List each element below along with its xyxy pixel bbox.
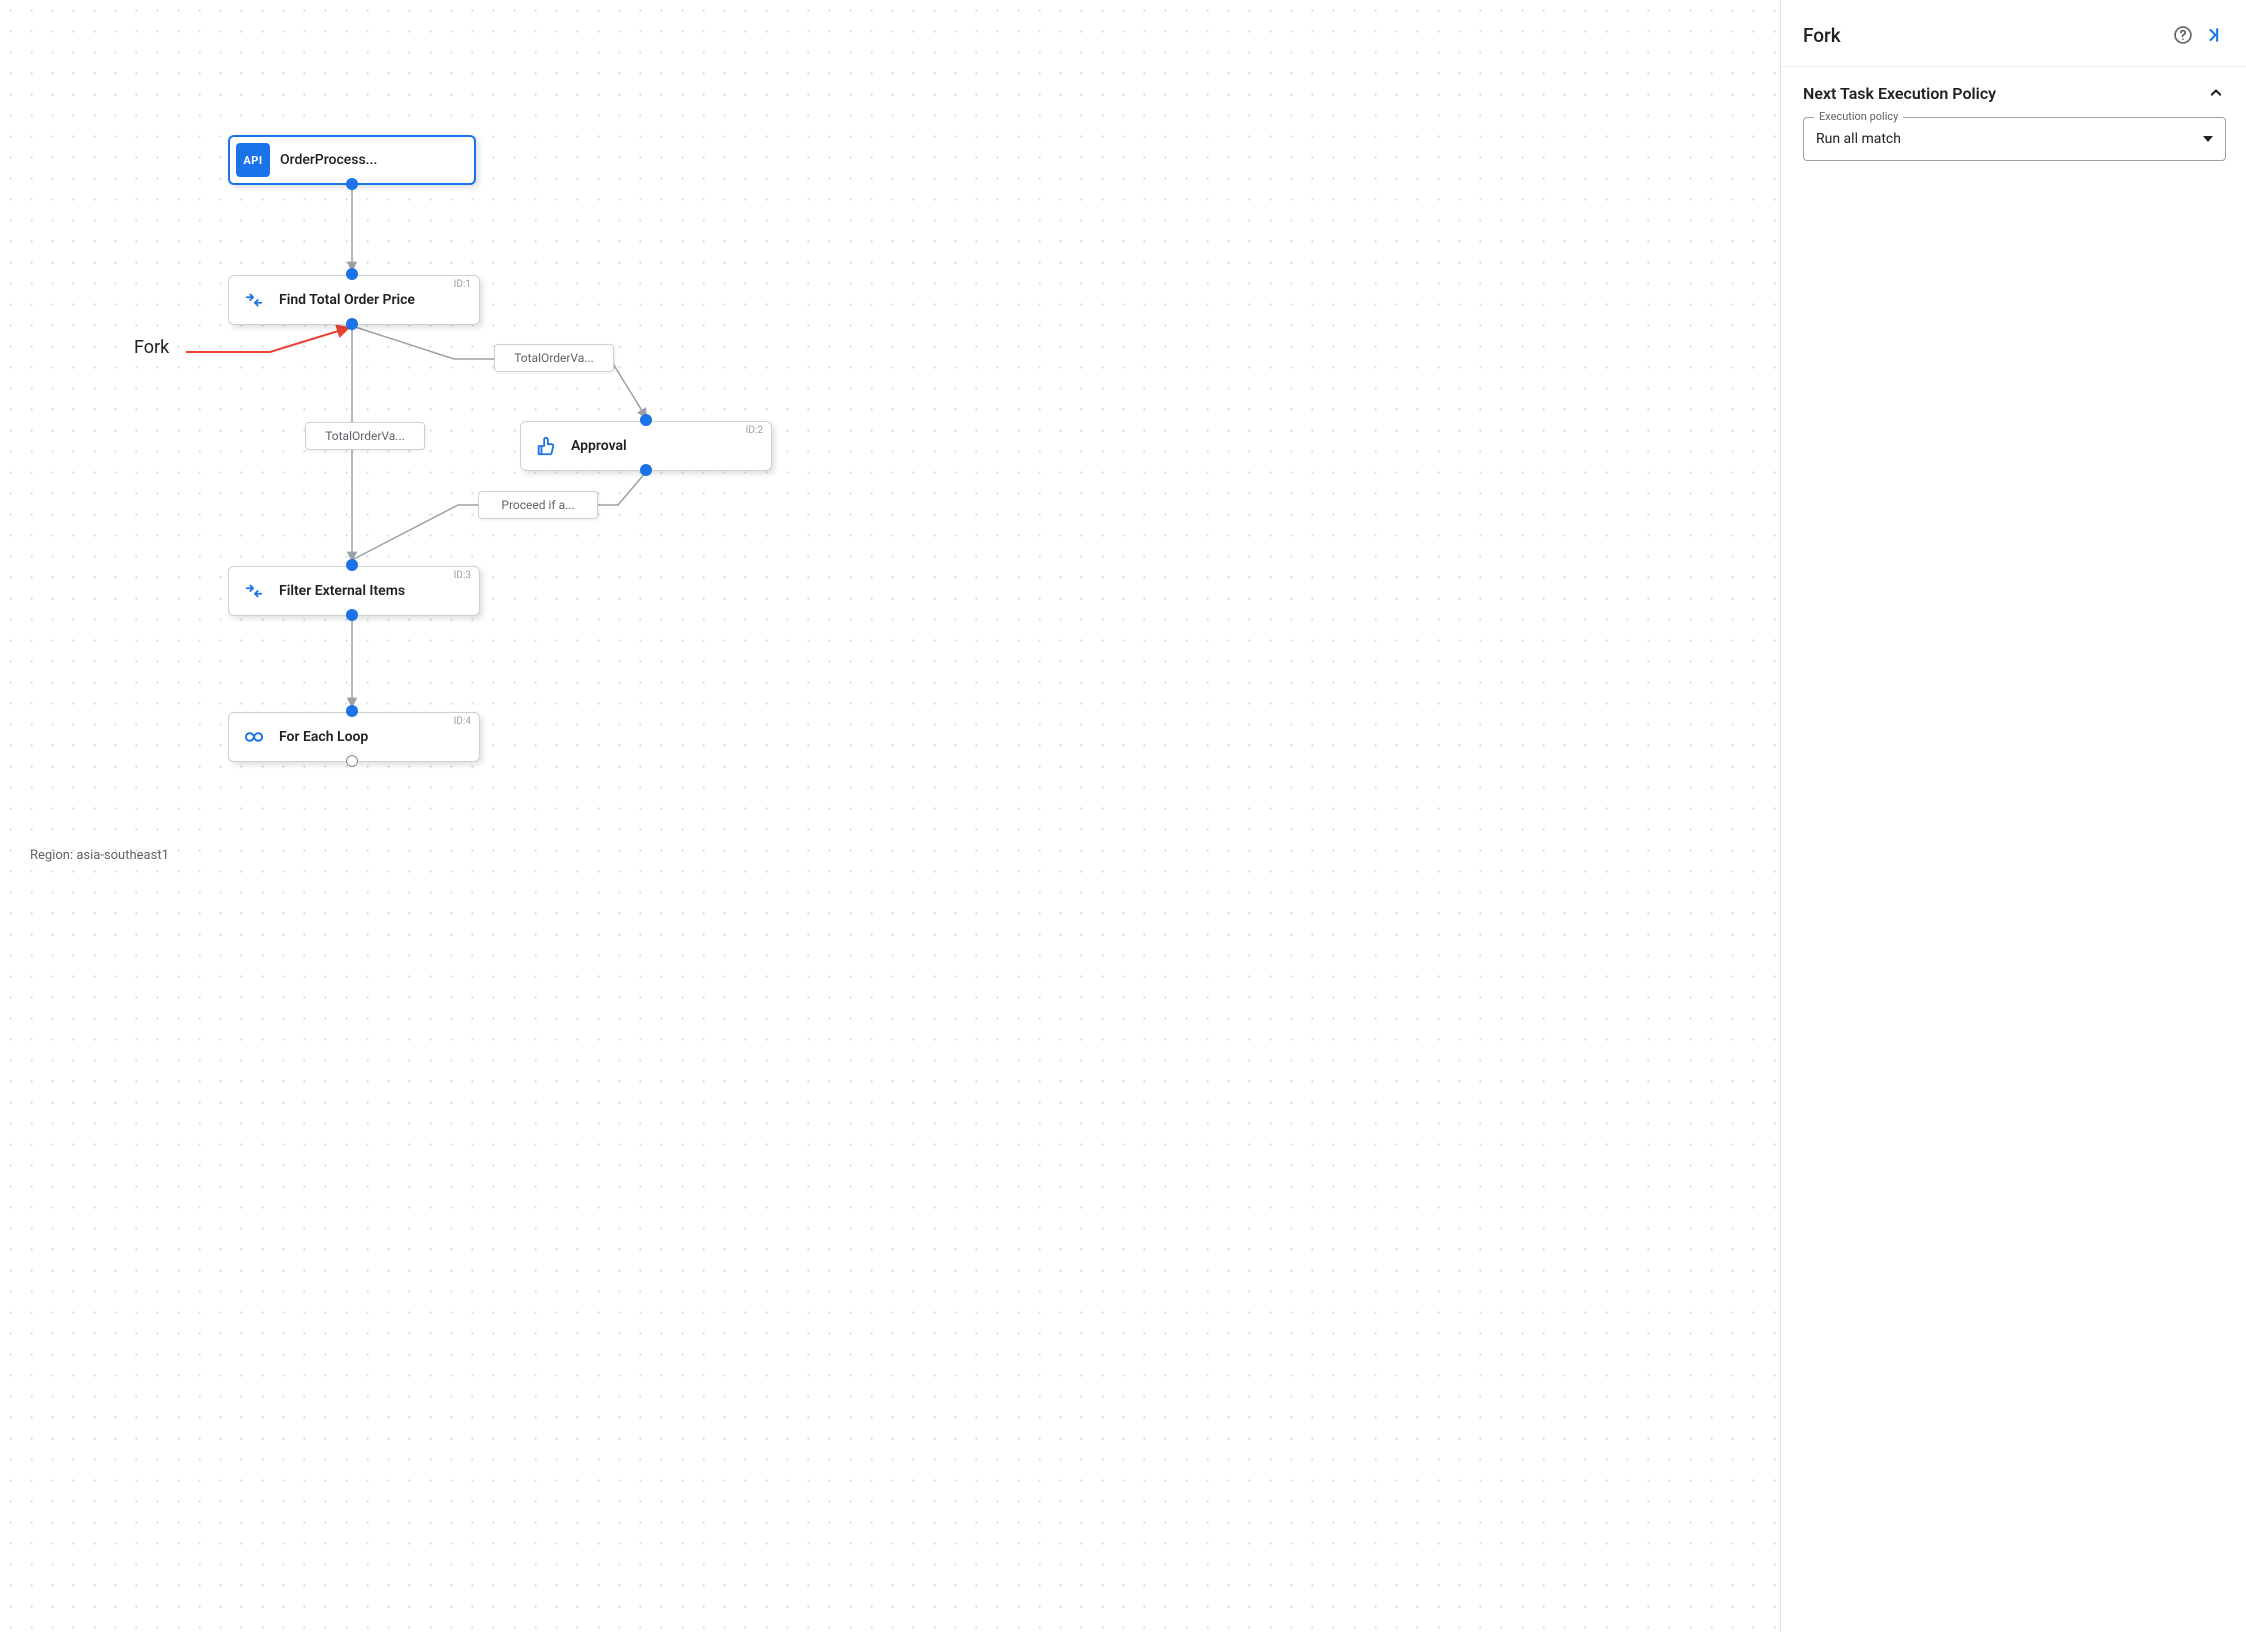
node-id-tag: ID:1 bbox=[454, 279, 471, 290]
port-filter-top[interactable] bbox=[346, 559, 358, 571]
section-execution-policy-header[interactable]: Next Task Execution Policy bbox=[1781, 67, 2246, 113]
select-label: Execution policy bbox=[1814, 110, 1903, 123]
workflow-canvas[interactable]: API OrderProcess... Find Total Order Price… bbox=[0, 0, 1781, 1632]
node-id-tag: ID:3 bbox=[454, 570, 471, 581]
api-icon: API bbox=[236, 143, 270, 177]
node-title: For Each Loop bbox=[279, 729, 469, 745]
node-title: Find Total Order Price bbox=[279, 292, 469, 308]
caret-down-icon bbox=[2203, 136, 2213, 142]
collapse-panel-icon[interactable] bbox=[2198, 20, 2228, 50]
section-execution-policy-body: Execution policy Run all match bbox=[1781, 113, 2246, 177]
loop-icon bbox=[239, 722, 269, 752]
help-icon[interactable] bbox=[2168, 20, 2198, 50]
port-find_total-top[interactable] bbox=[346, 268, 358, 280]
panel-header: Fork bbox=[1781, 0, 2246, 67]
edges-layer bbox=[0, 0, 1780, 1632]
fork-annotation-text: Fork bbox=[134, 337, 169, 358]
node-id-tag: ID:2 bbox=[746, 425, 763, 436]
port-find_total-bottom[interactable] bbox=[346, 318, 358, 330]
node-title: Approval bbox=[571, 438, 761, 454]
node-title: Filter External Items bbox=[279, 583, 469, 599]
port-loop-bottom[interactable] bbox=[346, 755, 358, 767]
edge-label-approval-to-filter[interactable]: Proceed if a... bbox=[478, 491, 598, 519]
section-title: Next Task Execution Policy bbox=[1803, 84, 2206, 103]
panel-title: Fork bbox=[1803, 24, 2168, 47]
node-title: OrderProcess... bbox=[280, 152, 464, 168]
approval-icon bbox=[531, 431, 561, 461]
edge-label-find_total-to-filter[interactable]: TotalOrderVa... bbox=[305, 422, 425, 450]
execution-policy-select[interactable]: Execution policy Run all match bbox=[1803, 117, 2226, 161]
port-filter-bottom[interactable] bbox=[346, 609, 358, 621]
edge-label-find_total-to-approval[interactable]: TotalOrderVa... bbox=[494, 344, 614, 372]
port-approval-top[interactable] bbox=[640, 414, 652, 426]
port-approval-bottom[interactable] bbox=[640, 464, 652, 476]
select-value: Run all match bbox=[1816, 131, 2203, 147]
chevron-up-icon bbox=[2206, 83, 2226, 103]
data-mapping-icon bbox=[239, 285, 269, 315]
fork-annotation-arrow bbox=[186, 328, 348, 352]
properties-panel: Fork Next Task Execution Policy bbox=[1781, 0, 2246, 1632]
region-label: Region: asia-southeast1 bbox=[30, 848, 169, 863]
data-mapping-icon bbox=[239, 576, 269, 606]
port-trigger-bottom[interactable] bbox=[346, 178, 358, 190]
port-loop-top[interactable] bbox=[346, 705, 358, 717]
node-id-tag: ID:4 bbox=[454, 716, 471, 727]
